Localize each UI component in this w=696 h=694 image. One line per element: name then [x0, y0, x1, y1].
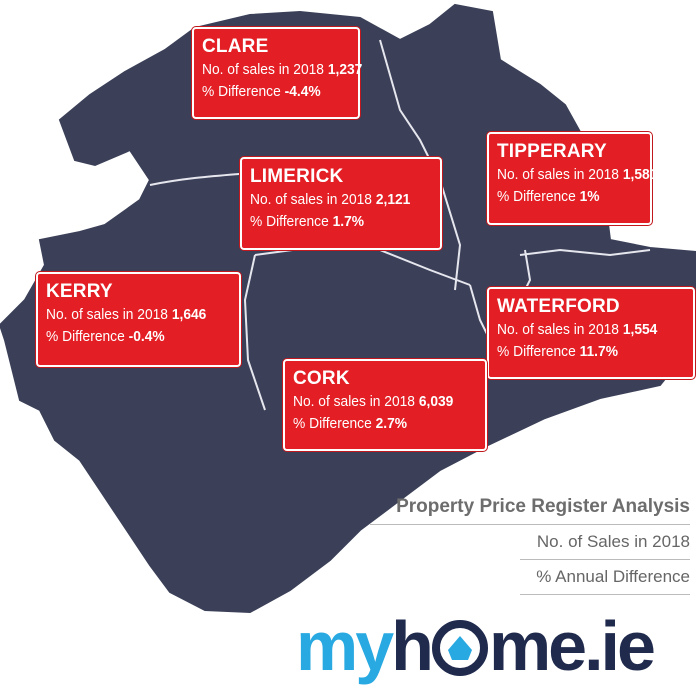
sales-value: 2,121 — [375, 191, 411, 208]
legend: Property Price Register Analysis No. of … — [370, 490, 690, 595]
sales-label: No. of sales in 2018 — [46, 306, 168, 323]
diff-value: 1% — [579, 188, 600, 205]
logo[interactable]: myh me.ie — [296, 606, 656, 686]
region-box: TIPPERARY No. of sales in 2018 1,581% Dif… — [487, 132, 657, 225]
diff-value: 11.7% — [579, 343, 618, 360]
region-name: KERRY — [46, 281, 113, 302]
sales-label: No. of sales in 2018 — [293, 393, 415, 410]
region-box: CLARE No. of sales in 2018 1,237% Differe… — [192, 27, 362, 119]
logo-icon — [431, 620, 488, 676]
legend-item: % Annual Difference — [520, 560, 690, 595]
region-box: KERRY No. of sales in 2018 1,646% Differe… — [36, 272, 241, 367]
region-name: LIMERICK — [250, 166, 344, 187]
sales-value: 1,237 — [327, 61, 363, 78]
region-name: TIPPERARY — [497, 141, 607, 162]
diff-label: % Difference — [497, 188, 576, 205]
logo-text: me.ie — [488, 607, 656, 685]
diff-label: % Difference — [202, 83, 281, 100]
diff-line: % Difference 1% — [497, 186, 630, 208]
diff-line: % Difference 1.7% — [250, 211, 417, 233]
sales-line: No. of sales in 2018 6,039 — [293, 391, 462, 413]
sales-value: 1,554 — [622, 321, 658, 338]
region-box: CORK No. of sales in 2018 6,039% Differen… — [283, 359, 487, 451]
diff-value: 2.7% — [375, 415, 408, 432]
region-name: CORK — [293, 368, 350, 389]
region-name: WATERFORD — [497, 296, 620, 317]
logo-text: my — [296, 607, 394, 685]
diff-line: % Difference 11.7% — [497, 341, 670, 363]
sales-value: 6,039 — [418, 393, 454, 410]
diff-value: -4.4% — [284, 83, 321, 100]
sales-line: No. of sales in 2018 2,121 — [250, 189, 417, 211]
logo-text: h — [391, 607, 434, 685]
sales-label: No. of sales in 2018 — [202, 61, 324, 78]
sales-label: No. of sales in 2018 — [497, 321, 619, 338]
region-box: WATERFORD No. of sales in 2018 1,554% Dif… — [487, 287, 695, 379]
sales-line: No. of sales in 2018 1,646 — [46, 304, 216, 326]
region-box: LIMERICK No. of sales in 2018 2,121% Diff… — [240, 157, 442, 250]
diff-label: % Difference — [46, 328, 125, 345]
diff-label: % Difference — [497, 343, 576, 360]
sales-line: No. of sales in 2018 1,237 — [202, 59, 362, 81]
diff-line: % Difference -0.4% — [46, 326, 216, 348]
sales-value: 1,646 — [171, 306, 207, 323]
diff-value: -0.4% — [128, 328, 165, 345]
sales-line: No. of sales in 2018 1,581 — [497, 164, 657, 186]
sales-value: 1,581 — [622, 166, 658, 183]
diff-value: 1.7% — [332, 213, 365, 230]
sales-line: No. of sales in 2018 1,554 — [497, 319, 670, 341]
legend-item: No. of Sales in 2018 — [520, 525, 690, 560]
diff-label: % Difference — [250, 213, 329, 230]
region-name: CLARE — [202, 36, 269, 57]
diff-line: % Difference -4.4% — [202, 81, 338, 103]
diff-line: % Difference 2.7% — [293, 413, 462, 435]
sales-label: No. of sales in 2018 — [250, 191, 372, 208]
legend-title: Property Price Register Analysis — [370, 490, 690, 525]
diff-label: % Difference — [293, 415, 372, 432]
sales-label: No. of sales in 2018 — [497, 166, 619, 183]
